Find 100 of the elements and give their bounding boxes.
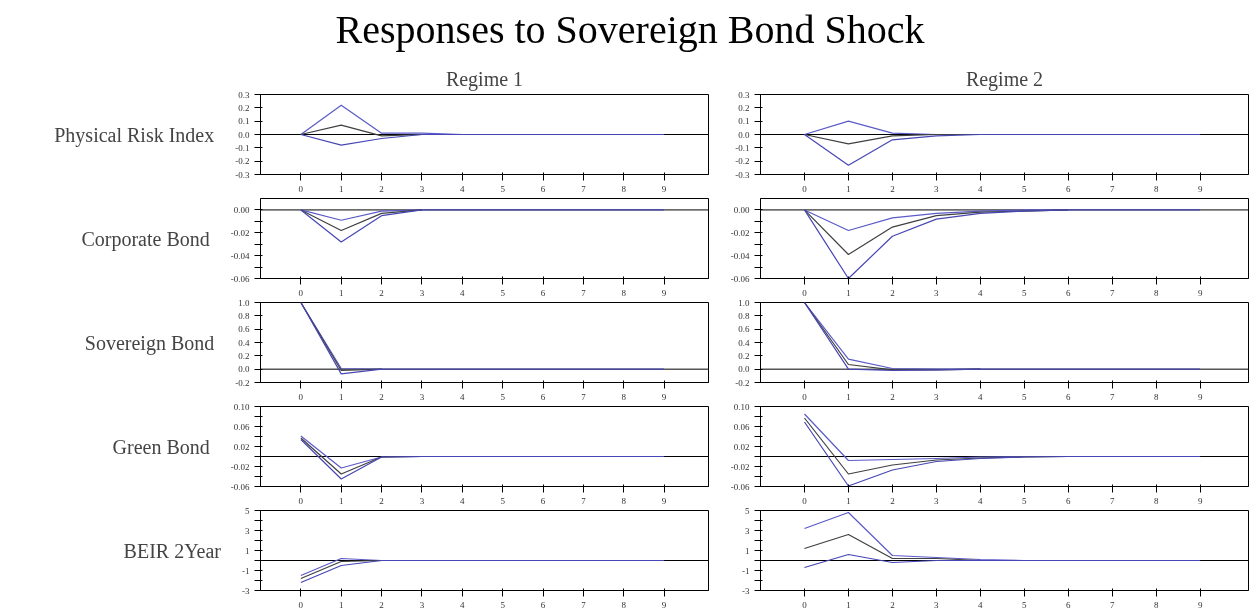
x-tick-label: 2 (379, 183, 384, 194)
x-tick-label: 3 (419, 599, 425, 610)
x-tick-label: 5 (1022, 599, 1028, 610)
x-tick-label: 1 (338, 287, 344, 298)
x-tick-label: 7 (1109, 495, 1115, 506)
x-tick-label: 9 (1197, 391, 1203, 402)
y-tick-label: 0.0 (738, 364, 750, 375)
y-axis-title: Sovereign Bond (84, 331, 215, 355)
y-tick-label: 1 (745, 545, 750, 556)
x-tick-label: 9 (1197, 183, 1203, 194)
x-tick-label: 9 (661, 495, 667, 506)
y-tick-label: 0.4 (738, 337, 750, 348)
y-tick-label: -3 (742, 585, 750, 596)
y-tick-label: 0.6 (238, 324, 250, 335)
y-tick-label: -0.3 (235, 169, 250, 180)
x-tick-label: 7 (1109, 599, 1115, 610)
y-tick-label: 0.2 (738, 102, 750, 113)
y-tick-label: 0.00 (733, 204, 750, 215)
x-tick-label: 5 (1022, 183, 1028, 194)
y-tick-label: -0.06 (730, 273, 750, 284)
y-tick-label: 0.4 (238, 337, 250, 348)
y-tick-label: 1.0 (238, 297, 250, 308)
x-tick-label: 4 (978, 599, 984, 610)
x-tick-label: 7 (1109, 183, 1115, 194)
chart-subtitle: Regime 1 (445, 67, 524, 91)
y-tick-label: 0.8 (238, 310, 250, 321)
x-tick-label: 5 (500, 391, 506, 402)
y-tick-label: 0.3 (738, 89, 750, 100)
x-tick-label: 1 (846, 287, 851, 298)
y-axis-title: Corporate Bond (81, 227, 210, 251)
x-tick-label: 0 (298, 495, 304, 506)
x-tick-label: 8 (621, 599, 627, 610)
y-tick-label: 0.1 (238, 116, 250, 127)
x-tick-label: 6 (1066, 287, 1071, 298)
x-tick-label: 4 (460, 287, 466, 298)
x-tick-label: 5 (1022, 287, 1028, 298)
x-tick-label: 3 (419, 391, 425, 402)
y-tick-label: 3 (245, 525, 250, 536)
x-tick-label: 5 (500, 599, 506, 610)
y-tick-label: 0.06 (733, 421, 750, 432)
x-tick-label: 3 (419, 183, 425, 194)
x-tick-label: 2 (890, 391, 895, 402)
x-tick-label: 7 (581, 495, 587, 506)
y-tick-label: -0.2 (235, 156, 250, 167)
y-tick-label: 1.0 (738, 297, 750, 308)
y-tick-label: -0.3 (735, 169, 750, 180)
x-tick-label: 4 (460, 183, 466, 194)
y-tick-label: 0.02 (733, 441, 750, 452)
y-tick-label: 0.10 (233, 401, 250, 412)
x-tick-label: 8 (1153, 495, 1159, 506)
x-tick-label: 3 (934, 495, 940, 506)
y-tick-label: 0.2 (238, 102, 250, 113)
y-tick-label: 0.1 (738, 116, 750, 127)
y-axis-title: Green Bond (112, 435, 210, 458)
y-tick-label: 0.10 (733, 401, 750, 412)
x-tick-label: 1 (338, 599, 344, 610)
x-tick-label: 9 (1197, 599, 1203, 610)
y-tick-label: 0.0 (738, 129, 750, 140)
x-tick-label: 9 (661, 287, 667, 298)
x-tick-label: 1 (338, 495, 344, 506)
x-tick-label: 8 (1153, 599, 1159, 610)
x-tick-label: 6 (540, 495, 546, 506)
y-tick-label: -0.06 (230, 481, 250, 492)
x-tick-label: 9 (1197, 287, 1203, 298)
x-tick-label: 8 (621, 495, 627, 506)
x-tick-label: 6 (540, 183, 546, 194)
x-tick-label: 8 (621, 287, 627, 298)
x-tick-label: 1 (846, 183, 851, 194)
y-tick-label: 0.2 (238, 350, 250, 361)
x-tick-label: 6 (1066, 495, 1071, 506)
y-tick-label: 3 (745, 525, 750, 536)
x-tick-label: 7 (581, 287, 587, 298)
y-tick-label: 0.00 (233, 204, 250, 215)
x-tick-label: 7 (1109, 287, 1115, 298)
y-tick-label: 0.02 (233, 441, 250, 452)
x-tick-label: 8 (1153, 183, 1159, 194)
y-tick-label: -0.04 (730, 250, 750, 261)
x-tick-label: 2 (379, 599, 384, 610)
x-tick-label: 3 (934, 287, 940, 298)
x-tick-label: 3 (934, 599, 940, 610)
y-axis-title: Physical Risk Index (54, 123, 215, 147)
y-tick-label: -0.1 (235, 142, 250, 153)
x-tick-label: 9 (661, 391, 667, 402)
x-tick-label: 0 (298, 287, 304, 298)
x-tick-label: 2 (890, 183, 895, 194)
y-tick-label: 5 (745, 505, 750, 516)
x-tick-label: 6 (1066, 599, 1071, 610)
y-tick-label: -1 (742, 565, 750, 576)
y-axis-title: BEIR 2Year (123, 539, 222, 562)
x-tick-label: 1 (338, 183, 344, 194)
x-tick-label: 8 (1153, 391, 1159, 402)
x-tick-label: 6 (1066, 391, 1071, 402)
x-tick-label: 4 (460, 599, 466, 610)
x-tick-label: 1 (846, 495, 851, 506)
y-tick-label: -0.2 (735, 377, 750, 388)
y-tick-label: 0.6 (738, 324, 750, 335)
x-tick-label: 4 (978, 391, 984, 402)
x-tick-label: 2 (379, 495, 384, 506)
x-tick-label: 2 (379, 287, 384, 298)
x-tick-label: 4 (978, 183, 984, 194)
